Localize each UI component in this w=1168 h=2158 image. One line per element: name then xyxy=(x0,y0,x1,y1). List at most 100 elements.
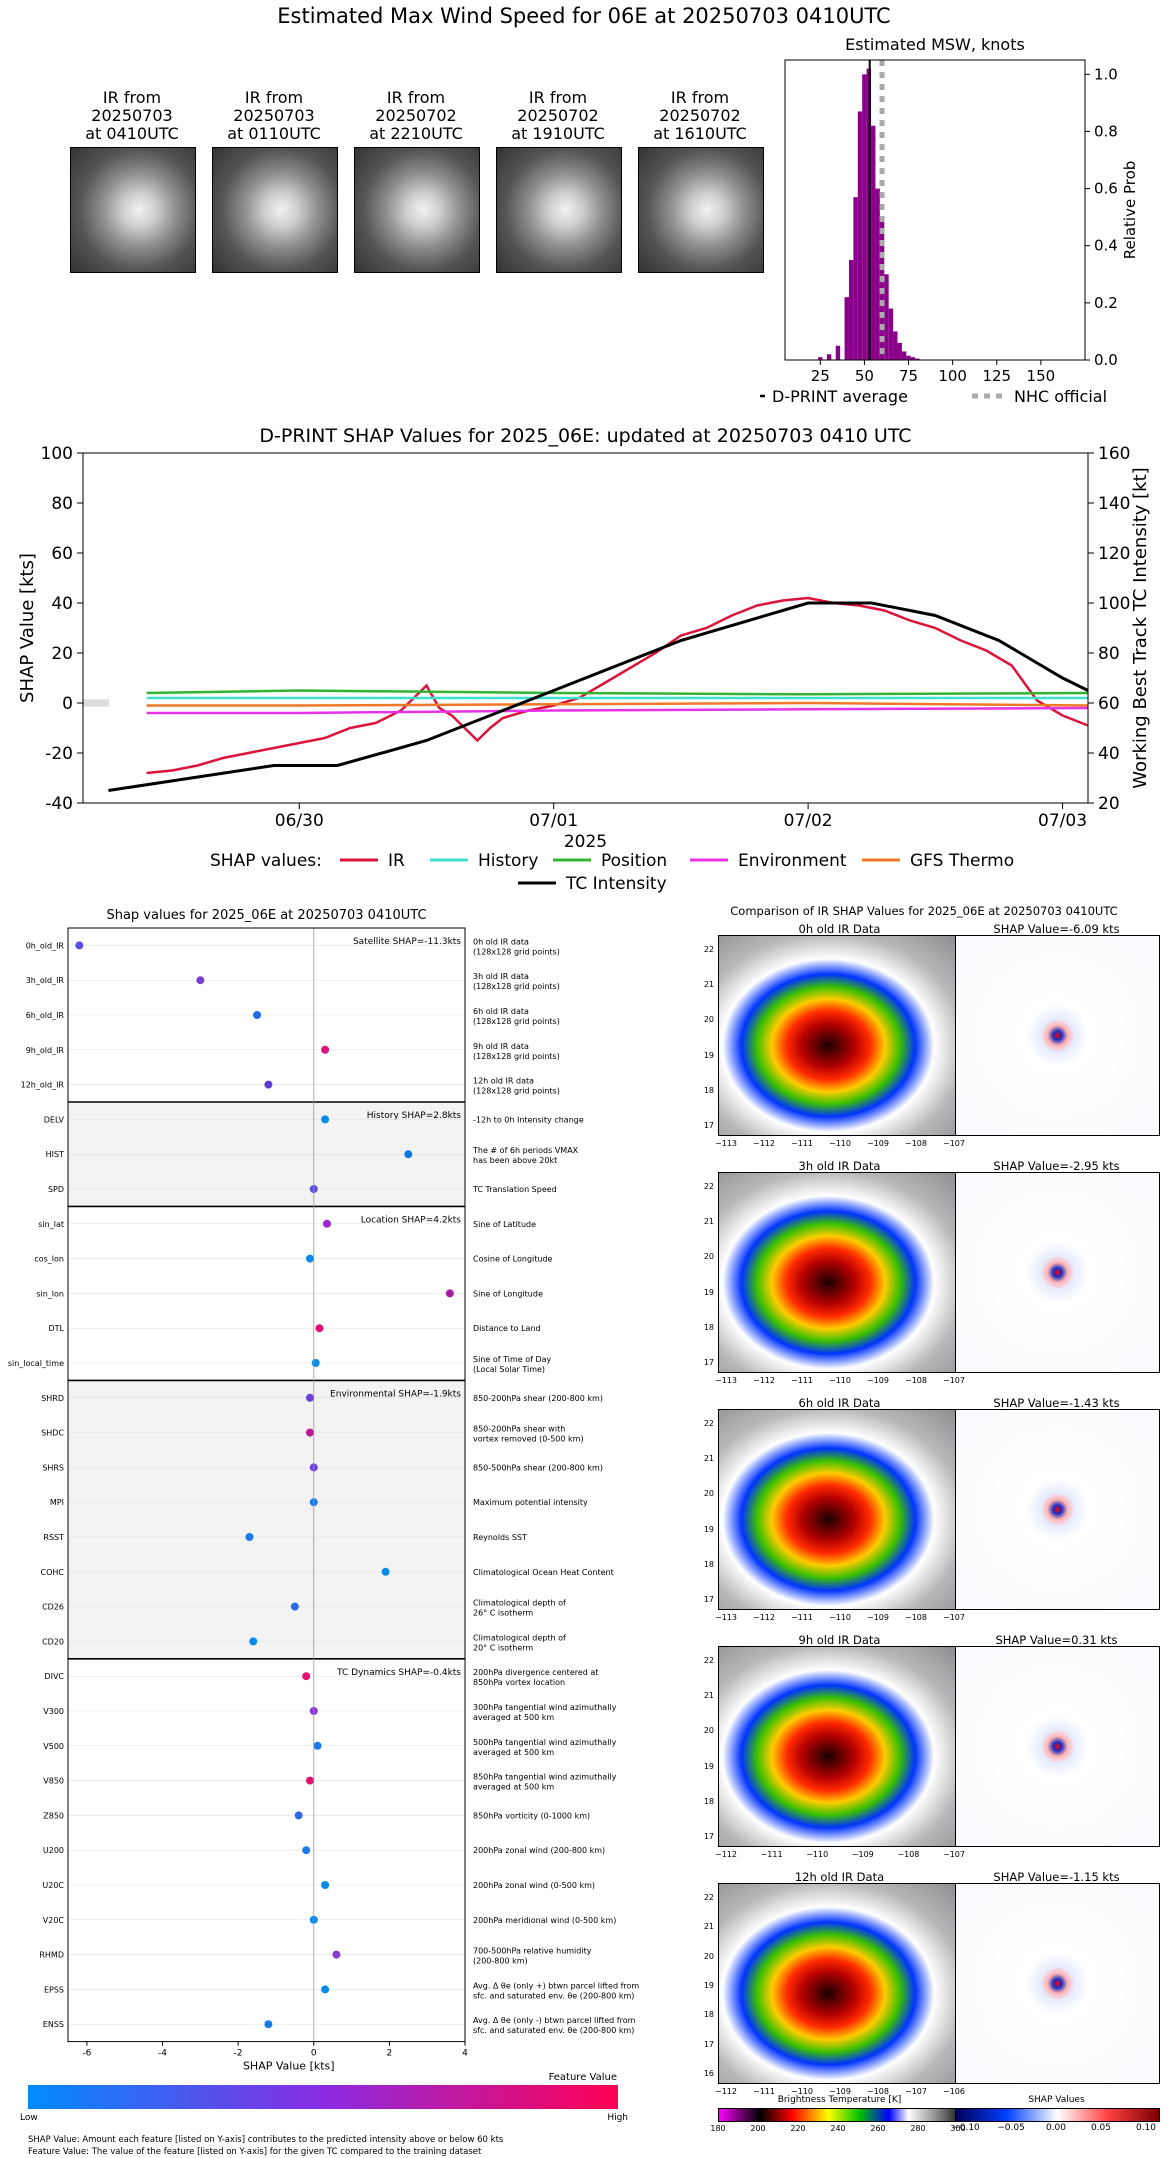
ir-map-panel xyxy=(718,935,963,1136)
feature-description: 850-500hPa shear (200-800 km) xyxy=(473,1463,603,1472)
group-label: Location SHAP=4.2kts xyxy=(361,1215,462,1225)
x-tick-label: -4 xyxy=(158,2049,167,2059)
ir-thumbnail-caption: IR from 20250702 at 2210UTC xyxy=(351,89,481,143)
feature-description: Distance to Land xyxy=(473,1324,541,1333)
shap-point xyxy=(404,1150,413,1159)
lon-tick-label: −107 xyxy=(943,1613,965,1622)
ir-thumbnail-image xyxy=(496,147,622,273)
histogram-frame xyxy=(784,59,1086,361)
lon-tick-label: −111 xyxy=(791,1613,813,1622)
shap-cb-tick-label: 0.10 xyxy=(1135,2123,1157,2133)
lon-tick-label: −111 xyxy=(791,1376,813,1385)
ir-thumbnail-caption: IR from 20250702 at 1910UTC xyxy=(493,89,623,143)
shap-point xyxy=(264,2020,273,2029)
ir-thumbnail-image xyxy=(212,147,338,273)
shap-map-panel xyxy=(955,1883,1160,2084)
lat-tick-label: 17 xyxy=(703,1121,714,1130)
feature-name: U200 xyxy=(43,1846,64,1855)
shap-point xyxy=(381,1567,390,1576)
shap-point xyxy=(253,1011,262,1019)
lon-tick-label: −108 xyxy=(905,1376,927,1385)
scatter-frame xyxy=(67,927,466,2043)
feature-description: 850hPa tangential wind azimuthally xyxy=(473,1773,617,1782)
x-tick-label: 100 xyxy=(938,367,967,385)
shap-point xyxy=(305,1428,314,1437)
feature-name: RSST xyxy=(43,1533,64,1542)
ir-map-title: 0h old IR Data xyxy=(798,922,881,936)
series-line-gfs-thermo xyxy=(146,701,1089,707)
lon-tick-label: −113 xyxy=(715,1613,737,1622)
shap-point xyxy=(305,1254,314,1263)
histogram-bar xyxy=(844,297,849,360)
ir-thumbnail-caption-line: IR from xyxy=(102,88,162,107)
legend-label: History xyxy=(478,851,538,871)
footer-note: SHAP Value: Amount each feature [listed … xyxy=(28,2135,504,2145)
y-tick-label: 100 xyxy=(41,444,73,464)
ir-thumbnail-caption-line: at 1910UTC xyxy=(511,124,605,143)
lon-tick-label: −106 xyxy=(943,2087,965,2096)
feature-value-colorbar xyxy=(28,2085,618,2109)
lon-tick-label: −108 xyxy=(867,2087,889,2096)
lat-tick-label: 17 xyxy=(703,2039,714,2049)
lat-tick-label: 21 xyxy=(703,1691,714,1701)
ir-thumbnail-caption: IR from 20250703 at 0410UTC xyxy=(67,89,197,143)
series-line-environment xyxy=(146,706,1089,715)
feature-description: Sine of Latitude xyxy=(473,1220,536,1229)
lon-tick-label: −109 xyxy=(867,1139,889,1148)
lon-tick-label: −107 xyxy=(943,1850,965,1859)
ir-thumbnail-caption: IR from 20250703 at 0110UTC xyxy=(209,89,339,143)
feature-name: SHRD xyxy=(41,1394,64,1403)
lon-tick-label: −109 xyxy=(851,1850,874,1859)
x-tick-label: 50 xyxy=(855,367,874,385)
y-tick-label: 80 xyxy=(51,494,73,514)
lon-tick-label: −109 xyxy=(829,2087,851,2096)
page-title: Estimated Max Wind Speed for 06E at 2025… xyxy=(277,4,891,28)
lat-tick-label: 19 xyxy=(703,1981,714,1990)
lon-tick-label: −111 xyxy=(791,1139,813,1148)
legend-prefix: SHAP values: xyxy=(210,851,322,871)
bt-tick-label: 280 xyxy=(910,2124,926,2133)
histogram-bar xyxy=(848,260,854,360)
shap-map-title: SHAP Value=-1.15 kts xyxy=(993,1870,1120,1884)
y-tick-label: 60 xyxy=(51,544,73,564)
lat-tick-label: 19 xyxy=(703,1761,714,1771)
shap-cb-tick-label: 0.00 xyxy=(1045,2123,1067,2133)
feature-description: averaged at 500 km xyxy=(473,1783,554,1792)
group-label: TC Dynamics SHAP=-0.4kts xyxy=(336,1668,461,1678)
feature-name: V300 xyxy=(43,1707,64,1716)
ir-thumbnail-caption-line: at 0110UTC xyxy=(227,124,321,143)
feature-description: Avg. Δ θe (only +) btwn parcel lifted fr… xyxy=(473,1981,639,1990)
lat-tick-label: 18 xyxy=(703,1085,714,1095)
lon-tick-label: −113 xyxy=(715,1376,737,1385)
feature-description: (128x128 grid points) xyxy=(473,1052,560,1061)
shap-point xyxy=(313,1741,322,1750)
x-tick-label: 25 xyxy=(811,367,830,385)
shap-map-panel xyxy=(955,1646,1160,1847)
feature-description: 700-500hPa relative humidity xyxy=(473,1947,592,1956)
feature-description: 20° C isotherm xyxy=(473,1643,533,1652)
y-tick-label: 0.4 xyxy=(1094,237,1118,255)
zero-band xyxy=(83,699,109,707)
shap-point xyxy=(302,1846,311,1855)
shap-colorbar-title: SHAP Values xyxy=(1028,2095,1085,2105)
y2-tick-label: 80 xyxy=(1098,644,1120,664)
feature-description: Climatological depth of xyxy=(473,1599,566,1608)
legend-dprint-label: D-PRINT average xyxy=(772,387,908,406)
histogram-bar xyxy=(835,345,841,360)
y-tick-label: 40 xyxy=(51,594,73,614)
histogram-title: Estimated MSW, knots xyxy=(845,35,1025,54)
lat-tick-label: 16 xyxy=(703,2069,714,2078)
lat-tick-label: 20 xyxy=(703,1489,714,1499)
shap-point xyxy=(321,1115,330,1124)
feature-description: 3h old IR data xyxy=(473,972,529,981)
histogram-bar xyxy=(897,342,902,360)
group-label: Environmental SHAP=-1.9kts xyxy=(330,1389,461,1399)
y-tick-label: 0 xyxy=(62,694,73,714)
lon-tick-label: −110 xyxy=(806,1850,829,1859)
lat-tick-label: 18 xyxy=(703,1796,714,1806)
x-tick-label: 125 xyxy=(982,367,1011,385)
shap-point xyxy=(315,1324,324,1333)
feature-description: (128x128 grid points) xyxy=(473,1087,560,1096)
feature-description: 0h old IR data xyxy=(473,937,529,946)
y2-axis-label: Working Best Track TC Intensity [kt] xyxy=(1130,467,1151,788)
